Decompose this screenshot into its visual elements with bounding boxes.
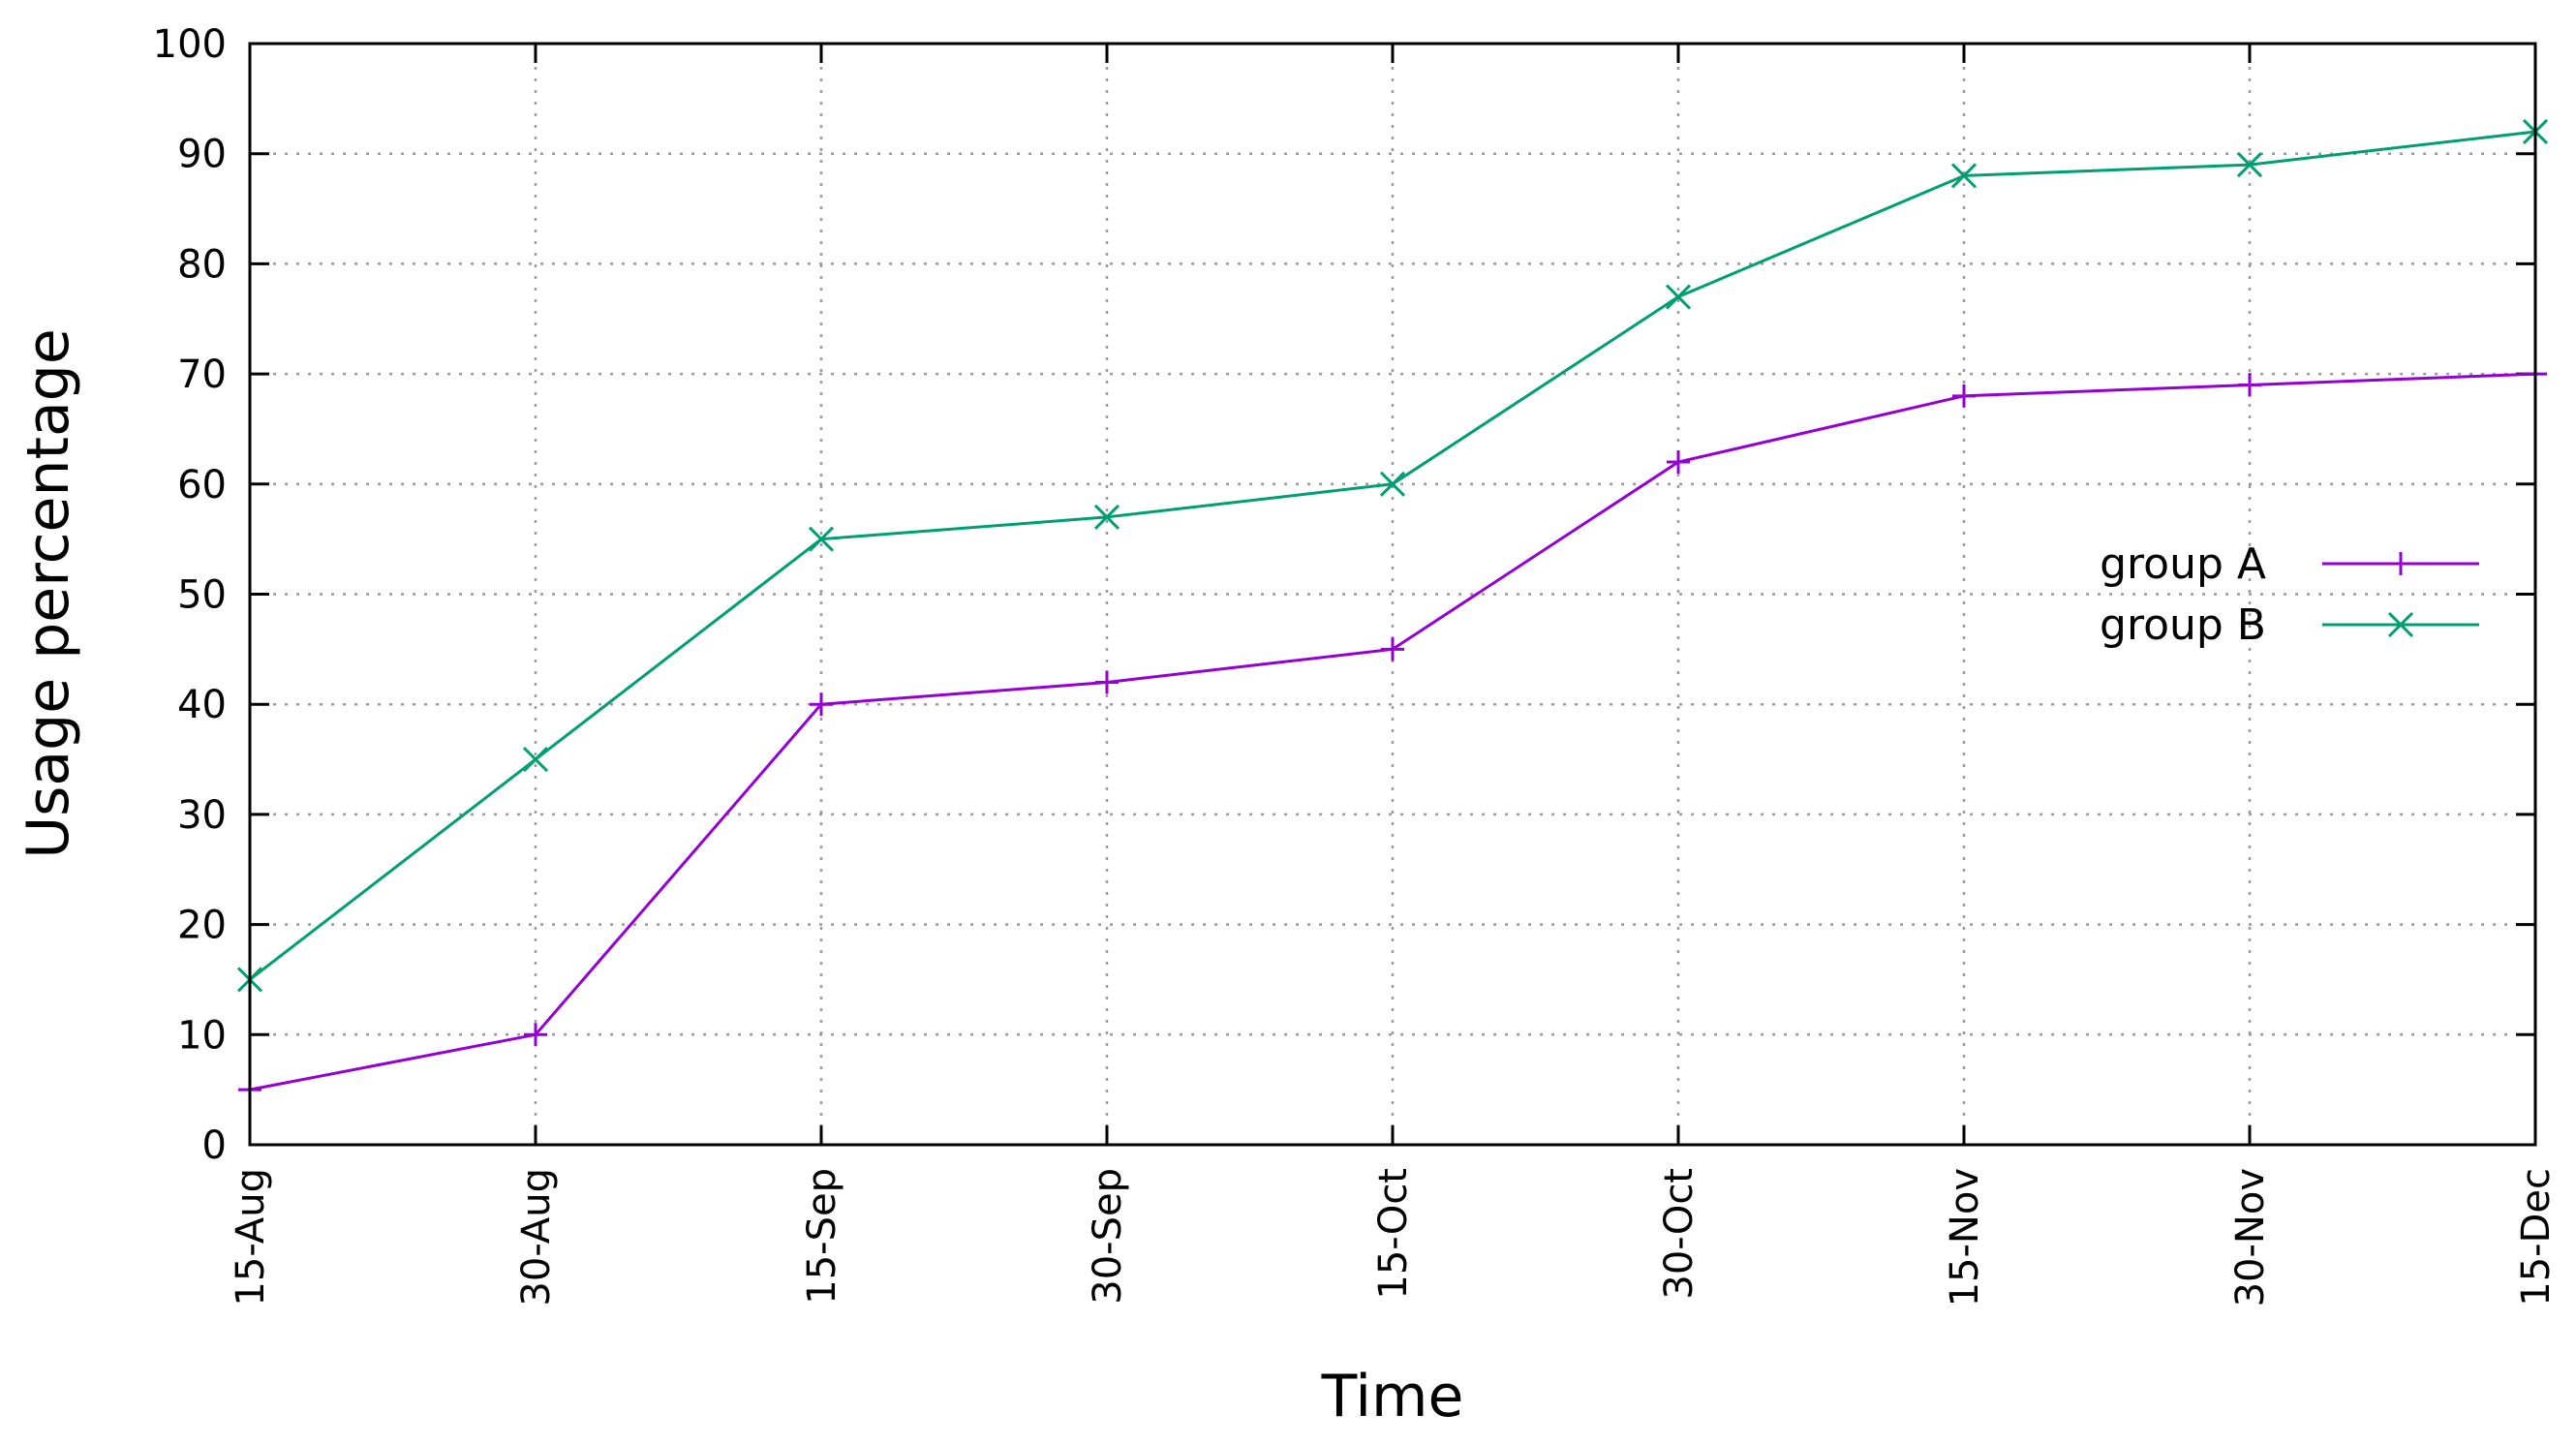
x-tick-label: 15-Sep: [800, 1168, 844, 1305]
data-point: [522, 746, 549, 773]
y-tick-label: 50: [177, 573, 227, 618]
legend-marker: [2389, 552, 2412, 575]
y-tick-labels: 0 10 20 30 40 50 60 70 80 90 100: [153, 22, 227, 1168]
x-axis-title: Time: [1321, 1363, 1464, 1430]
x-tick-labels: 15-Aug 30-Aug 15-Sep 30-Sep 15-Oct 30-Oct 15-N…: [229, 1168, 2559, 1307]
grid: [250, 44, 2535, 1145]
y-tick-label: 10: [177, 1013, 227, 1058]
series-lines: [236, 118, 2549, 1102]
plot-frame: [248, 42, 2537, 1147]
data-point: [1095, 670, 1119, 694]
x-tick-label: 15-Aug: [229, 1168, 273, 1307]
y-axis-title: Usage percentage: [15, 328, 82, 859]
x-tick-label: 30-Oct: [1657, 1168, 1702, 1300]
y-tick-label: 80: [177, 242, 227, 287]
x-tick-label: 30-Nov: [2228, 1168, 2273, 1307]
y-tick-label: 100: [153, 22, 227, 67]
y-tick-label: 30: [177, 793, 227, 838]
data-point: [1950, 163, 1978, 189]
x-tick-label: 15-Nov: [1943, 1168, 1987, 1307]
data-point: [1665, 284, 1692, 310]
y-tick-label: 20: [177, 904, 227, 948]
y-tick-label: 70: [177, 353, 227, 397]
data-point: [1093, 504, 1120, 530]
y-tick-label: 0: [202, 1123, 227, 1168]
y-tick-label: 90: [177, 133, 227, 177]
data-point: [808, 526, 835, 552]
data-point: [1952, 384, 1976, 408]
x-tick-label: 30-Sep: [1086, 1168, 1130, 1305]
y-tick-label: 40: [177, 683, 227, 727]
legend-label: group A: [2100, 539, 2266, 589]
data-point: [1381, 637, 1404, 661]
data-point: [1667, 450, 1690, 475]
legend-marker: [2387, 611, 2414, 638]
data-point: [1379, 471, 1406, 497]
x-tick-label: 15-Dec: [2514, 1168, 2559, 1307]
data-point: [2236, 152, 2263, 178]
data-point: [524, 1023, 547, 1047]
legend-label: group B: [2100, 600, 2266, 650]
x-tick-label: 30-Aug: [514, 1168, 559, 1307]
y-tick-label: 60: [177, 463, 227, 507]
data-point: [810, 692, 833, 717]
x-tick-label: 15-Oct: [1371, 1168, 1416, 1300]
legend: group A group B: [2100, 539, 2479, 650]
data-point: [2238, 373, 2261, 397]
